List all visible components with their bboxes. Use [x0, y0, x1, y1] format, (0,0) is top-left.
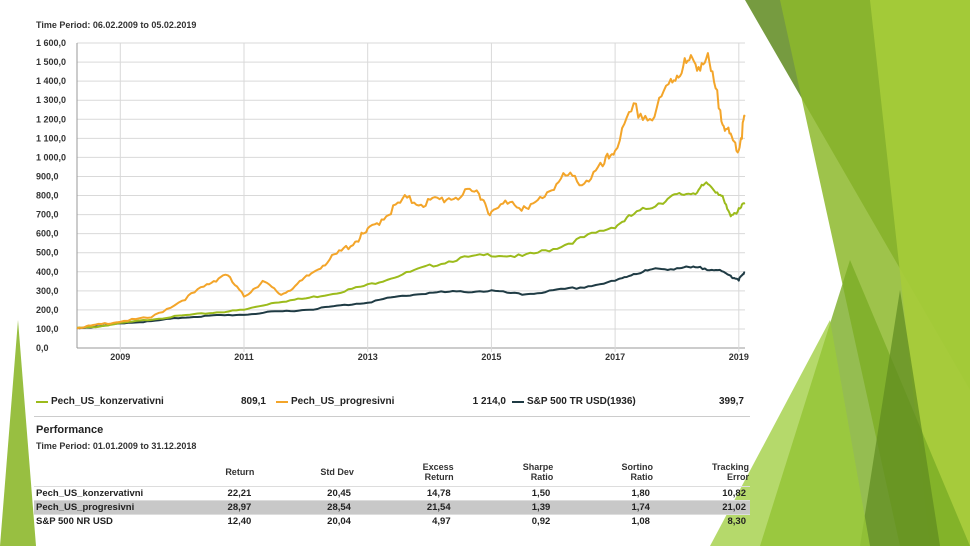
table-cell: 1,80: [554, 486, 654, 501]
row-name: S&P 500 NR USD: [34, 514, 176, 528]
table-cell: 28,54: [255, 500, 355, 515]
y-tick-label: 1 600,0: [36, 38, 66, 48]
x-tick-label: 2019: [729, 352, 749, 362]
y-tick-label: 100,0: [36, 324, 59, 334]
legend-swatch: [36, 400, 48, 403]
table-cell: 12,40: [175, 514, 256, 528]
column-header: Tracking Error: [711, 462, 749, 482]
table-row: Pech_US_progresivni 28,97 28,54 21,54 1,39 1,…: [34, 500, 750, 515]
performance-table: Return Std Dev Excess Return Sharpe Ratio So…: [34, 458, 750, 528]
table-row: S&P 500 NR USD 12,40 20,04 4,97 0,92 1,08 8,30: [34, 514, 750, 528]
y-tick-label: 600,0: [36, 229, 59, 239]
y-tick-label: 1 300,0: [36, 95, 66, 105]
legend-value-progresivni: 1 214,0: [472, 396, 506, 407]
legend-item-konzervativni: Pech_US_konzervativni: [36, 396, 164, 407]
column-header: Excess Return: [422, 462, 454, 482]
legend-label: Pech_US_konzervativni: [51, 396, 164, 407]
table-cell: 0,92: [454, 514, 555, 528]
y-tick-label: 500,0: [36, 248, 59, 258]
legend-swatch: [276, 400, 288, 403]
x-tick-label: 2013: [358, 352, 378, 362]
row-name: Pech_US_progresivni: [34, 500, 176, 515]
series-line-progresivni: [76, 52, 746, 330]
table-cell: 1,50: [454, 486, 555, 501]
column-header: Std Dev: [320, 467, 354, 477]
y-tick-label: 1 500,0: [36, 57, 66, 67]
x-axis-ticks: 2009 2011 2013 2015 2017 2019: [110, 352, 749, 362]
table-cell: 28,97: [175, 500, 256, 515]
table-cell: 10,82: [653, 486, 750, 501]
table-cell: 21,02: [653, 500, 750, 515]
divider: [34, 416, 750, 417]
x-tick-label: 2009: [110, 352, 130, 362]
table-cell: 8,30: [653, 514, 750, 528]
series-line-konzervativni: [76, 181, 746, 329]
table-header-row: Return Std Dev Excess Return Sharpe Ratio So…: [34, 458, 750, 487]
y-tick-label: 1 200,0: [36, 114, 66, 124]
legend-label: Pech_US_progresivni: [291, 396, 395, 407]
legend-label: S&P 500 TR USD(1936): [527, 396, 636, 407]
legend-value-konzervativni: 809,1: [240, 396, 266, 407]
y-tick-label: 400,0: [36, 267, 59, 277]
legend-item-progresivni: Pech_US_progresivni: [276, 396, 394, 407]
legend: Pech_US_konzervativni 809,1 Pech_US_prog…: [36, 396, 746, 410]
table-cell: 1,74: [554, 500, 654, 515]
y-tick-label: 200,0: [36, 305, 59, 315]
table-cell: 22,21: [175, 486, 256, 501]
x-tick-label: 2017: [605, 352, 625, 362]
y-tick-label: 1 100,0: [36, 133, 66, 143]
table-cell: 1,39: [454, 500, 555, 515]
column-header: Sortino Ratio: [621, 462, 653, 482]
legend-swatch: [512, 400, 524, 403]
y-tick-label: 800,0: [36, 191, 59, 201]
table-cell: 1,08: [554, 514, 654, 528]
x-tick-label: 2011: [234, 352, 254, 362]
legend-value-sp500: 399,7: [718, 396, 744, 407]
y-tick-label: 1 000,0: [36, 152, 66, 162]
performance-time-period: Time Period: 01.01.2009 to 31.12.2018: [36, 441, 197, 451]
table-cell: 20,04: [255, 514, 355, 528]
table-cell: 4,97: [354, 514, 455, 528]
table-row: Pech_US_konzervativni 22,21 20,45 14,78 1,50…: [34, 486, 750, 501]
performance-title: Performance: [36, 424, 104, 436]
y-axis-ticks: 1 600,0 1 500,0 1 400,0 1 300,0 1 200,0 1 100…: [36, 38, 66, 353]
y-tick-label: 0,0: [36, 343, 49, 353]
y-tick-label: 700,0: [36, 210, 59, 220]
y-tick-label: 300,0: [36, 286, 59, 296]
row-name: Pech_US_konzervativni: [34, 486, 176, 501]
table-cell: 21,54: [354, 500, 455, 515]
x-tick-label: 2015: [481, 352, 501, 362]
y-tick-label: 1 400,0: [36, 76, 66, 86]
column-header: Return: [225, 467, 255, 477]
y-tick-label: 900,0: [36, 171, 59, 181]
table-cell: 20,45: [255, 486, 355, 501]
legend-item-sp500: S&P 500 TR USD(1936): [512, 396, 636, 407]
time-period-label: Time Period: 06.02.2009 to 05.02.2019: [36, 20, 196, 30]
table-cell: 14,78: [354, 486, 455, 501]
series-line-sp500: [76, 265, 746, 330]
column-header: Sharpe Ratio: [522, 462, 554, 482]
series-lines: [76, 52, 746, 330]
column-header: [34, 458, 175, 487]
